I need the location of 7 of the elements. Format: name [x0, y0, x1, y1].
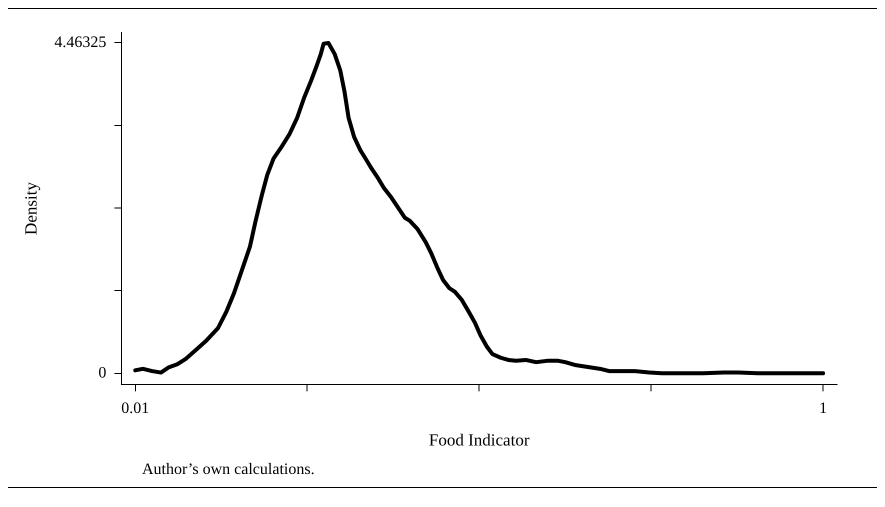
x-tick-label: 0.01 [121, 400, 150, 418]
y-axis-title: Density [22, 182, 41, 235]
x-axis-title: Food Indicator [428, 430, 530, 450]
y-tick-label: 0 [98, 364, 106, 382]
x-tick-label: 1 [819, 400, 828, 418]
y-tick-label: 4.46325 [54, 34, 106, 51]
text: Author’s own calculations. [142, 461, 316, 479]
